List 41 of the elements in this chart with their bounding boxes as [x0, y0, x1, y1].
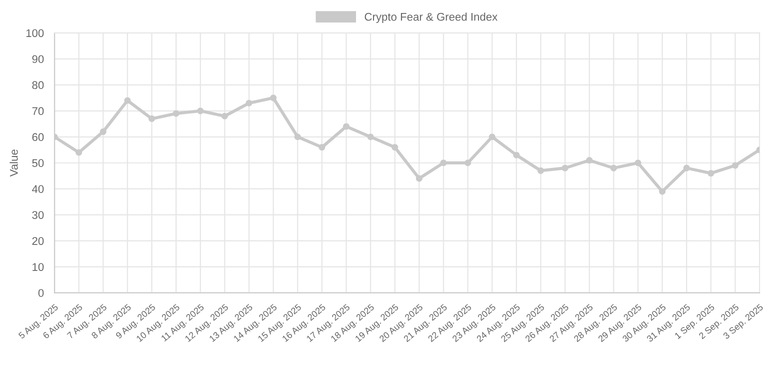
point	[197, 108, 204, 114]
point	[659, 188, 666, 195]
point	[634, 160, 642, 166]
y-tick-label: 60	[32, 133, 44, 142]
point	[708, 170, 714, 177]
point	[416, 175, 422, 182]
point	[76, 149, 82, 156]
point	[683, 164, 690, 172]
y-tick-label: 90	[32, 55, 44, 64]
y-tick-label: 70	[32, 107, 44, 116]
y-axis-title: Value	[10, 150, 18, 177]
y-tick-label: 20	[32, 237, 44, 245]
point	[172, 110, 180, 117]
point	[148, 115, 156, 122]
point	[610, 164, 617, 172]
point	[732, 162, 738, 169]
y-tick-label: 30	[32, 211, 44, 219]
point	[586, 157, 593, 164]
point	[513, 152, 520, 158]
point	[124, 97, 131, 104]
point	[562, 164, 568, 172]
point	[270, 94, 277, 102]
y-tick-label: 50	[32, 159, 44, 168]
point	[537, 167, 544, 174]
y-tick-label: 10	[32, 263, 44, 271]
point	[246, 100, 252, 106]
point	[464, 160, 472, 166]
point	[440, 160, 447, 166]
point	[342, 123, 350, 130]
legend-label: Crypto Fear & Greed Index	[364, 12, 498, 23]
y-tick-label: 0	[38, 289, 44, 297]
y-tick-label: 80	[32, 81, 44, 90]
point	[100, 128, 106, 135]
point	[392, 144, 398, 151]
point	[294, 134, 301, 140]
point	[488, 134, 496, 140]
y-tick-label: 40	[32, 185, 44, 193]
y-tick-label: 100	[26, 29, 44, 38]
point	[318, 144, 326, 151]
point	[221, 112, 228, 120]
point	[367, 134, 374, 140]
